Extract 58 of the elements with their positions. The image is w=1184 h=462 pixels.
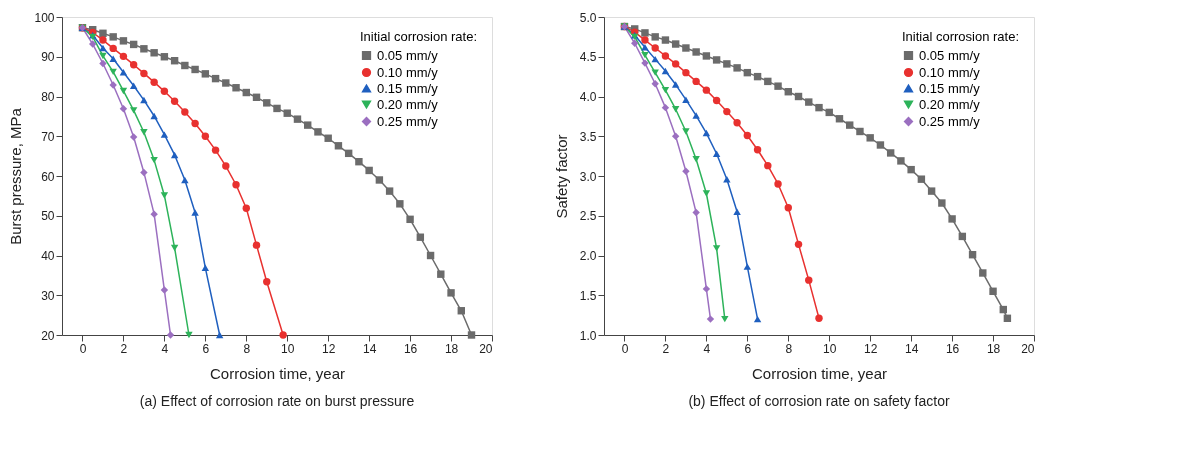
y-tick-label: 90 xyxy=(41,50,55,65)
y-tick-label: 3.5 xyxy=(579,129,597,144)
x-tick-label: 18 xyxy=(986,341,1001,356)
legend-label: 0.20 mm/y xyxy=(919,96,981,112)
y-tick-label: 50 xyxy=(41,209,55,224)
legend-label: 0.10 mm/y xyxy=(919,64,981,80)
legend-label: 0.15 mm/y xyxy=(919,80,981,96)
legend-label: 0.10 mm/y xyxy=(377,64,439,80)
x-tick-label: 2 xyxy=(120,341,128,356)
y-axis-title: Safety factor xyxy=(552,134,570,219)
text: (b) Effect of corrosion rate on safety factor xyxy=(688,393,950,409)
y-tick-label: 100 xyxy=(34,10,55,25)
x-tick-label: 12 xyxy=(322,341,336,356)
y-tick-label: 2.0 xyxy=(579,249,597,263)
x-axis-title: Corrosion time, year xyxy=(209,364,346,382)
legend-label: 0.05 mm/y xyxy=(377,47,439,63)
x-tick-label: 6 xyxy=(202,341,210,356)
x-tick-label: 4 xyxy=(161,341,169,356)
legend-label: 0.15 mm/y xyxy=(377,80,439,96)
legend-title: Initial corrosion rate: xyxy=(360,29,478,44)
y-tick-label: 20 xyxy=(41,328,55,343)
y-tick-label: 30 xyxy=(41,288,55,303)
legend-label: 0.05 mm/y xyxy=(919,47,981,63)
y-tick-label: 5.0 xyxy=(579,10,597,25)
y-tick-label: 3.0 xyxy=(579,169,597,184)
y-tick-label: 60 xyxy=(41,169,55,184)
x-tick-label: 8 xyxy=(785,341,793,356)
x-tick-label: 18 xyxy=(444,341,459,356)
x-tick-label: 0 xyxy=(79,341,87,356)
y-tick-label: 80 xyxy=(41,90,55,104)
legend-label: 0.20 mm/y xyxy=(377,96,439,112)
x-tick-label: 20 xyxy=(1021,341,1035,356)
y-tick-label: 1.0 xyxy=(579,328,597,343)
x-tick-label: 16 xyxy=(945,341,960,356)
x-tick-label: 8 xyxy=(243,341,251,356)
x-axis-title: Corrosion time, year xyxy=(751,364,888,382)
legend-label: 0.25 mm/y xyxy=(919,113,981,129)
x-tick-label: 16 xyxy=(403,341,418,356)
x-tick-label: 14 xyxy=(362,341,377,356)
x-tick-label: 6 xyxy=(744,341,752,356)
x-tick-label: 0 xyxy=(621,341,629,356)
y-axis-title: Burst pressure, MPa xyxy=(7,107,25,245)
y-tick-label: 70 xyxy=(41,129,55,144)
y-tick-label: 4.5 xyxy=(579,50,597,65)
x-tick-label: 10 xyxy=(823,341,837,356)
y-tick-label: 1.5 xyxy=(579,288,597,303)
x-tick-label: 20 xyxy=(479,341,493,356)
text: (a) Effect of corrosion rate on burst pressure xyxy=(139,393,415,409)
y-tick-label: 40 xyxy=(41,249,55,263)
x-tick-label: 10 xyxy=(281,341,295,356)
x-tick-label: 12 xyxy=(864,341,878,356)
x-tick-label: 2 xyxy=(662,341,670,356)
x-tick-label: 4 xyxy=(703,341,711,356)
x-tick-label: 14 xyxy=(904,341,919,356)
y-tick-label: 2.5 xyxy=(579,209,597,224)
legend-title: Initial corrosion rate: xyxy=(902,29,1020,44)
legend-label: 0.25 mm/y xyxy=(377,113,439,129)
y-tick-label: 4.0 xyxy=(579,90,597,104)
